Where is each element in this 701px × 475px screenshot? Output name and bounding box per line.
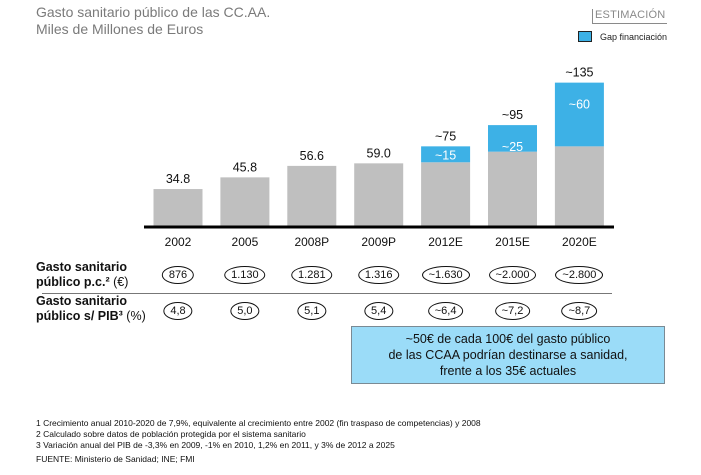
category-label-2002: 2002 [165,235,192,249]
category-label-2020E: 2020E [562,235,597,249]
legend: Gap financiación [578,31,667,42]
gap-label-2012E: ~15 [435,148,456,162]
row-label-line: Gasto sanitario [36,260,127,274]
category-label-2005: 2005 [232,235,259,249]
pib-share-value-2009P: 5,4 [364,302,394,320]
total-label-2009P: 59.0 [367,146,391,160]
total-label-2020E: ~135 [565,66,593,80]
bar-base-2008P [287,165,337,226]
pib-share-value-2002: 4,8 [163,302,193,320]
callout-line: frente a los 35€ actuales [439,364,577,378]
bar-base-2009P [354,163,404,226]
per-capita-value-2009P: 1.316 [357,266,400,284]
total-label-2008P: 56.6 [300,149,324,163]
title-line-2: Miles de Millones de Euros [36,21,204,37]
chart-title: Gasto sanitario público de las CC.AA. Mi… [36,4,270,38]
pib-share-value-2015E: ~7,2 [494,302,531,320]
category-labels: 2002 2005 2008P 2009P 2012E 2015E 2020E [165,235,597,249]
footnote-2: 2 Calculado sobre datos de población pro… [36,429,306,439]
per-capita-value-2020E: ~2.800 [555,266,604,284]
gap-label-2015E: ~25 [502,140,523,154]
bar-gap-2012E [421,146,471,163]
total-label-2002: 34.8 [166,172,190,186]
row-label-per-capita: Gasto sanitario público p.c.² (€) [36,260,128,290]
per-capita-value-2015E: ~2.000 [488,266,537,284]
row-label-unit: (%) [126,309,146,323]
bar-chart: 34.8 45.8 56.6 59.0 ~15 ~75 ~25 ~95 ~60 ~135 2002… [144,66,614,249]
title-line-1: Gasto sanitario público de las CC.AA. [36,4,271,20]
pib-share-value-2008P: 5,1 [297,302,327,320]
footnote-1: 1 Crecimiento anual 2010-2020 de 7,9%, e… [36,418,481,428]
bar-base-2005 [220,177,270,226]
pib-share-value-2012E: ~6,4 [427,302,464,320]
bars-group: 34.8 45.8 56.6 59.0 ~15 ~75 ~25 ~95 ~60 ~135 [153,66,604,226]
category-label-2008P: 2008P [294,235,329,249]
estimation-tag: ESTIMACIÓN [592,9,668,24]
per-capita-value-2002: 876 [161,266,195,284]
per-capita-value-2012E: ~1.630 [421,266,470,284]
category-label-2009P: 2009P [361,235,396,249]
category-label-2015E: 2015E [495,235,530,249]
total-label-2005: 45.8 [233,160,257,174]
bar-base-2015E [488,151,537,226]
legend-label-gap: Gap financiación [600,31,668,42]
legend-swatch-gap [578,31,592,42]
callout-box: ~50€ de cada 100€ del gasto público de l… [351,326,665,384]
category-label-2012E: 2012E [428,235,463,249]
source-note: FUENTE: Ministerio de Sanidad; INE; FMI [36,454,195,464]
pib-share-value-2020E: ~8,7 [561,302,598,320]
bar-base-2012E [421,162,471,226]
pib-share-value-2005: 5,0 [230,302,260,320]
total-label-2015E: ~95 [502,108,523,122]
total-label-2012E: ~75 [435,129,456,143]
row-label-unit: (€) [113,275,129,289]
bar-gap-2015E [488,125,537,152]
footnote-3: 3 Variación anual del PIB de -3,3% en 20… [36,440,395,450]
row-label-line: público s/ PIB³ [36,309,127,323]
callout-line: ~50€ de cada 100€ del gasto público [405,332,611,346]
bar-base-2020E [554,146,604,226]
callout-line: de las CCAA podrían destinarse a sanidad… [388,348,628,362]
per-capita-value-2005: 1.130 [224,266,266,284]
gap-label-2020E: ~60 [569,98,590,112]
per-capita-value-2008P: 1.281 [291,266,333,284]
row-label-line: público p.c.² [36,275,114,289]
row-label-pib: Gasto sanitario público s/ PIB³ (%) [36,294,146,324]
bar-base-2002 [153,189,203,226]
table-divider [42,293,612,294]
row-label-line: Gasto sanitario [36,294,127,308]
bar-gap-2020E [554,82,604,147]
